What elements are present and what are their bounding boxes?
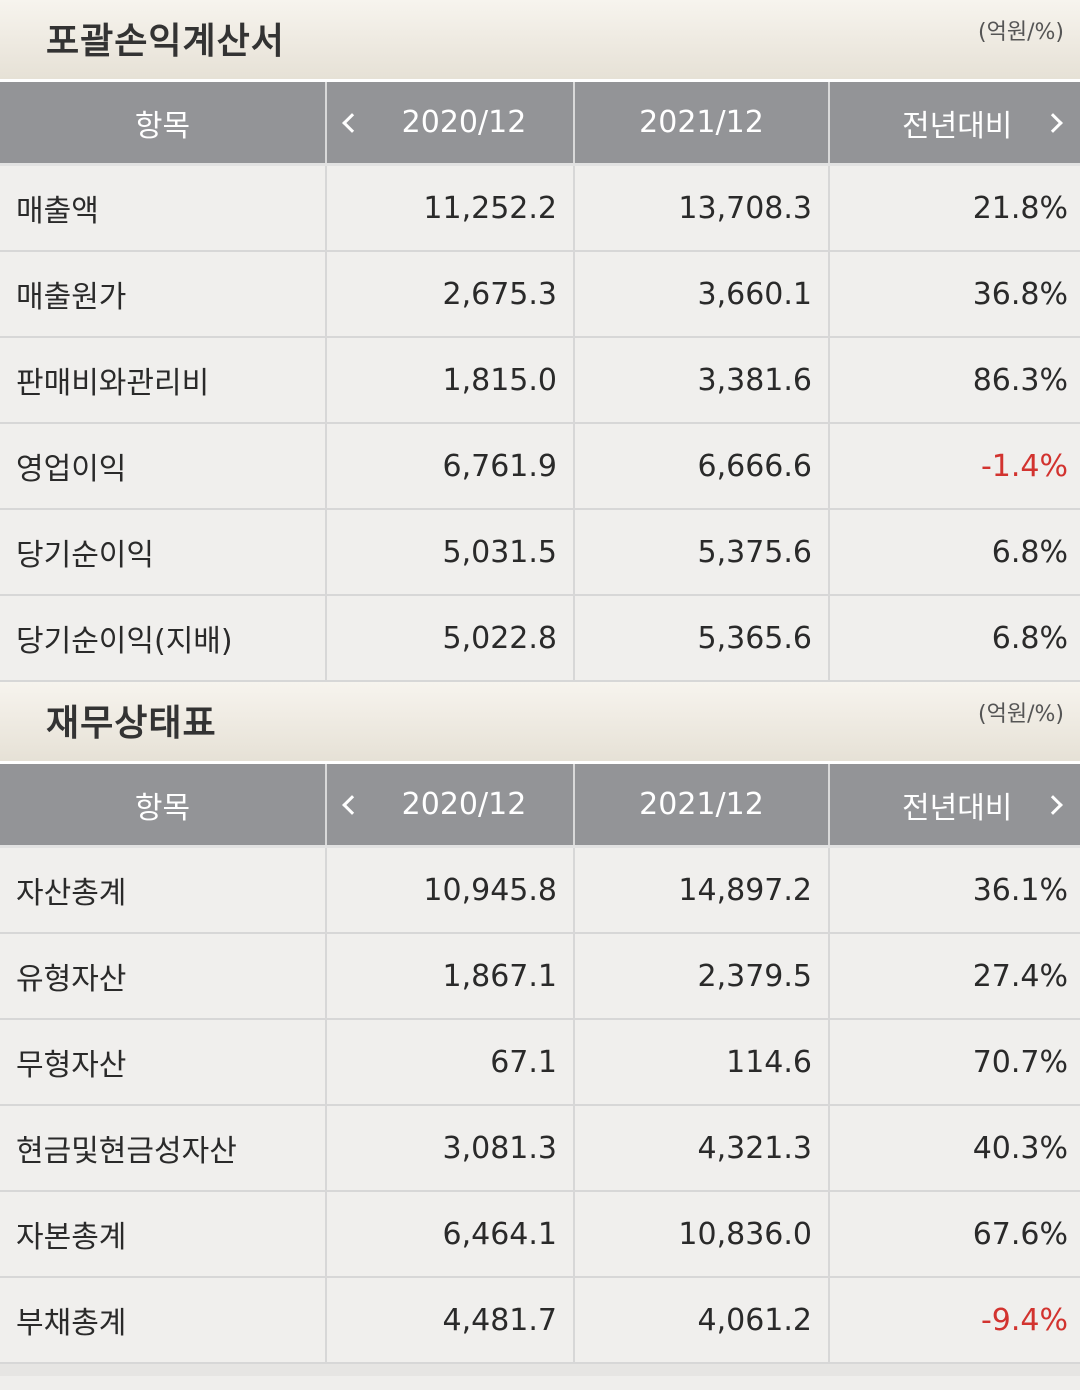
- balance-sheet-section: 재무상태표 (억원/%) 항목 2020/12 2021/12 전년대비 자산총…: [0, 682, 1080, 1364]
- cell-yoy: 67.6%: [828, 1192, 1080, 1276]
- cell-2021: 6,666.6: [573, 424, 828, 508]
- row-label: 매출원가: [16, 280, 127, 315]
- row-label: 판매비와관리비: [16, 366, 210, 401]
- cell-yoy: 36.1%: [828, 848, 1080, 932]
- column-header-2020: 2020/12: [325, 764, 573, 845]
- chevron-right-icon[interactable]: [1043, 794, 1063, 815]
- cell-yoy: 70.7%: [828, 1020, 1080, 1104]
- cell-yoy: -9.4%: [828, 1278, 1080, 1362]
- cell-yoy: -1.4%: [828, 424, 1080, 508]
- column-header-2020-label: 2020/12: [401, 105, 527, 140]
- cell-2021: 5,365.6: [573, 596, 828, 680]
- cell-2020: 5,031.5: [325, 510, 573, 594]
- cell-2021: 114.6: [573, 1020, 828, 1104]
- table-row: 자본총계 6,464.1 10,836.0 67.6%: [0, 1192, 1080, 1278]
- table-row: 부채총계 4,481.7 4,061.2 -9.4%: [0, 1278, 1080, 1364]
- column-header-item: 항목: [134, 108, 191, 144]
- unit-label: (억원/%): [978, 702, 1064, 727]
- column-header-2020-label: 2020/12: [401, 787, 527, 822]
- table-header-row: 항목 2020/12 2021/12 전년대비: [0, 764, 1080, 848]
- column-header-2020: 2020/12: [325, 82, 573, 163]
- row-label: 자산총계: [16, 876, 127, 911]
- row-label: 당기순이익(지배): [16, 624, 233, 659]
- cell-2021: 10,836.0: [573, 1192, 828, 1276]
- table-row: 무형자산 67.1 114.6 70.7%: [0, 1020, 1080, 1106]
- table-row: 자산총계 10,945.8 14,897.2 36.1%: [0, 848, 1080, 934]
- column-header-2021: 2021/12: [573, 764, 828, 845]
- income-statement-section: 포괄손익계산서 (억원/%) 항목 2020/12 2021/12 전년대비 매…: [0, 0, 1080, 682]
- column-header-yoy: 전년대비: [828, 82, 1080, 163]
- table-header-row: 항목 2020/12 2021/12 전년대비: [0, 82, 1080, 166]
- cell-2021: 2,379.5: [573, 934, 828, 1018]
- row-label: 유형자산: [16, 962, 127, 997]
- cell-2021: 3,660.1: [573, 252, 828, 336]
- row-label: 영업이익: [16, 452, 127, 487]
- row-label: 부채총계: [16, 1306, 127, 1341]
- cell-2020: 3,081.3: [325, 1106, 573, 1190]
- cell-2021: 5,375.6: [573, 510, 828, 594]
- chevron-left-icon[interactable]: [342, 794, 362, 815]
- cell-yoy: 6.8%: [828, 596, 1080, 680]
- cell-2021: 4,061.2: [573, 1278, 828, 1362]
- income-table-body: 매출액 11,252.2 13,708.3 21.8% 매출원가 2,675.3 3,660…: [0, 166, 1080, 682]
- income-statement-header: 포괄손익계산서 (억원/%): [0, 0, 1080, 82]
- cell-yoy: 86.3%: [828, 338, 1080, 422]
- cell-yoy: 36.8%: [828, 252, 1080, 336]
- table-row: 판매비와관리비 1,815.0 3,381.6 86.3%: [0, 338, 1080, 424]
- balance-table-body: 자산총계 10,945.8 14,897.2 36.1% 유형자산 1,867.1 2,37…: [0, 848, 1080, 1364]
- column-header-yoy: 전년대비: [828, 764, 1080, 845]
- unit-label: (억원/%): [978, 20, 1064, 45]
- section-title: 포괄손익계산서: [46, 21, 285, 62]
- table-row: 당기순이익 5,031.5 5,375.6 6.8%: [0, 510, 1080, 596]
- table-row: 매출액 11,252.2 13,708.3 21.8%: [0, 166, 1080, 252]
- balance-sheet-header: 재무상태표 (억원/%): [0, 682, 1080, 764]
- column-header-yoy-label: 전년대비: [902, 108, 1013, 144]
- row-label: 당기순이익: [16, 538, 154, 573]
- table-row: 영업이익 6,761.9 6,666.6 -1.4%: [0, 424, 1080, 510]
- bottom-divider: [0, 1364, 1080, 1376]
- column-header-2021: 2021/12: [573, 82, 828, 163]
- section-title: 재무상태표: [46, 703, 217, 744]
- cell-2021: 13,708.3: [573, 166, 828, 250]
- table-row: 매출원가 2,675.3 3,660.1 36.8%: [0, 252, 1080, 338]
- cell-yoy: 40.3%: [828, 1106, 1080, 1190]
- cell-2020: 2,675.3: [325, 252, 573, 336]
- cell-2020: 4,481.7: [325, 1278, 573, 1362]
- column-header-yoy-label: 전년대비: [902, 790, 1013, 826]
- row-label: 현금및현금성자산: [16, 1134, 237, 1169]
- table-row: 유형자산 1,867.1 2,379.5 27.4%: [0, 934, 1080, 1020]
- table-row: 현금및현금성자산 3,081.3 4,321.3 40.3%: [0, 1106, 1080, 1192]
- chevron-left-icon[interactable]: [342, 112, 362, 133]
- cell-2020: 67.1: [325, 1020, 573, 1104]
- cell-2020: 11,252.2: [325, 166, 573, 250]
- cell-2021: 4,321.3: [573, 1106, 828, 1190]
- column-header-item: 항목: [134, 790, 191, 826]
- cell-yoy: 6.8%: [828, 510, 1080, 594]
- cell-2021: 3,381.6: [573, 338, 828, 422]
- cell-yoy: 27.4%: [828, 934, 1080, 1018]
- cell-2020: 6,464.1: [325, 1192, 573, 1276]
- cell-2021: 14,897.2: [573, 848, 828, 932]
- table-row: 당기순이익(지배) 5,022.8 5,365.6 6.8%: [0, 596, 1080, 682]
- row-label: 무형자산: [16, 1048, 127, 1083]
- cell-2020: 1,867.1: [325, 934, 573, 1018]
- cell-yoy: 21.8%: [828, 166, 1080, 250]
- cell-2020: 10,945.8: [325, 848, 573, 932]
- cell-2020: 5,022.8: [325, 596, 573, 680]
- cell-2020: 1,815.0: [325, 338, 573, 422]
- row-label: 자본총계: [16, 1220, 127, 1255]
- cell-2020: 6,761.9: [325, 424, 573, 508]
- row-label: 매출액: [16, 194, 99, 229]
- chevron-right-icon[interactable]: [1043, 112, 1063, 133]
